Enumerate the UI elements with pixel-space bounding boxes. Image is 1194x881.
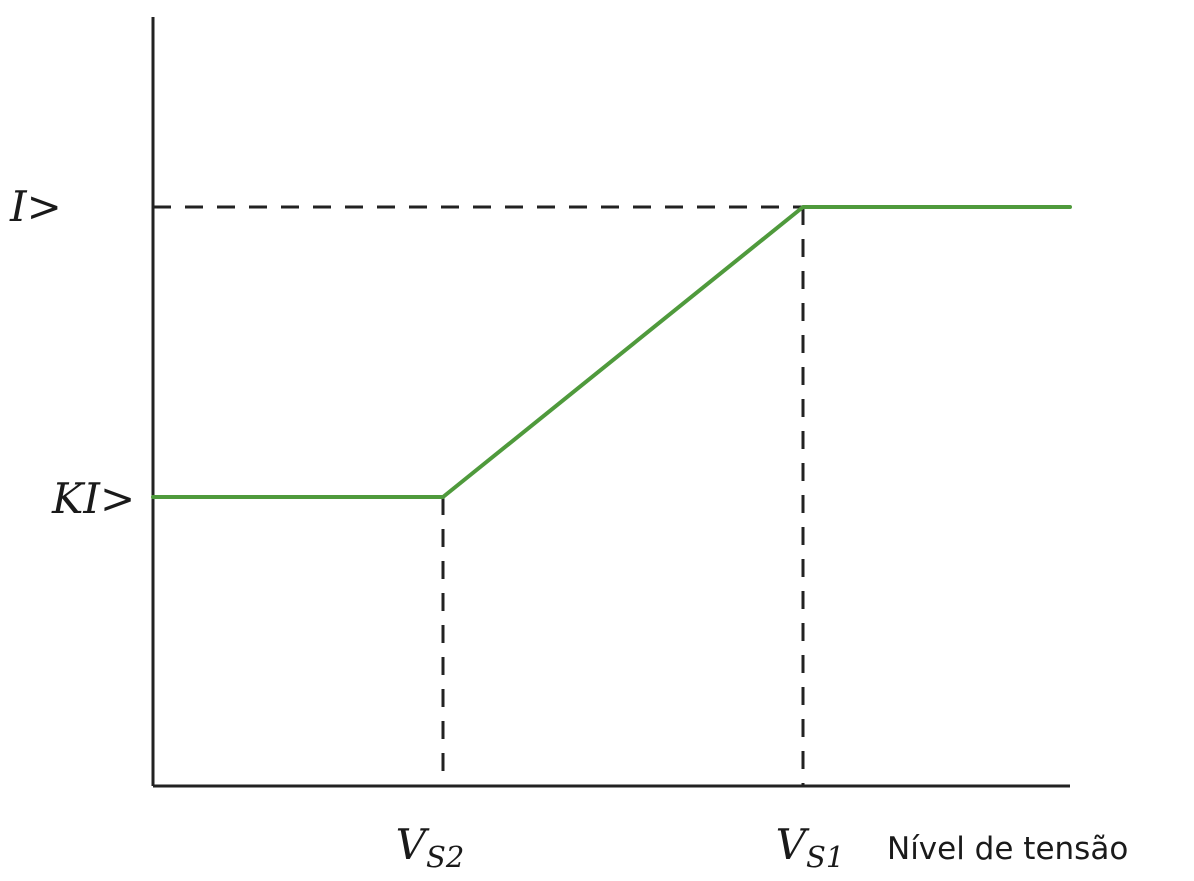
series-layer [151, 205, 1072, 499]
labels-layer: KI> I> VS2 VS1 Nível de tensão [9, 182, 1128, 874]
guide-lines [153, 205, 805, 786]
axes [151, 17, 1070, 788]
x-tick-label-vs2: VS2 [396, 820, 465, 874]
x-tick-label-vs1: VS1 [776, 820, 845, 874]
x-axis-title: Nível de tensão [887, 831, 1128, 867]
series-line-0 [151, 205, 1072, 499]
y-tick-label-i: I> [9, 182, 62, 231]
y-tick-label-ki: KI> [51, 474, 135, 523]
